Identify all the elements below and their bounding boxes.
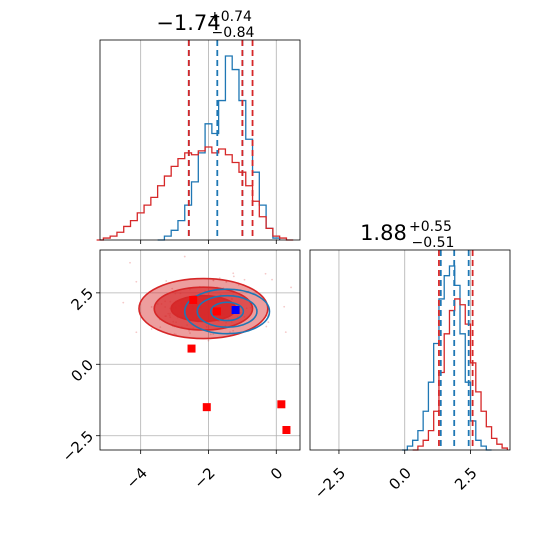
contour-sample-point <box>232 275 235 278</box>
contour-marker-5 <box>282 426 291 434</box>
contour-sample-point <box>129 261 131 264</box>
contour-sample-point <box>225 281 228 283</box>
hist-right-series <box>402 265 509 451</box>
contour-sample-point <box>122 301 125 304</box>
hist-right-upper: +0.55 <box>409 219 452 235</box>
hist-right-frame <box>309 249 511 451</box>
hist-panel-top: −1.74 +0.74 −0.84 <box>96 6 301 244</box>
contour-sample-point <box>183 255 186 258</box>
contour-gridlines <box>100 250 300 450</box>
contour-markers <box>187 296 291 434</box>
contour-sample-point <box>209 333 212 336</box>
contour-marker-1 <box>212 307 221 316</box>
contour-marker-2 <box>187 344 196 353</box>
contour-sample-point <box>232 272 235 275</box>
contour-sample-point <box>207 339 210 342</box>
hist-right-series-1 <box>412 298 509 451</box>
contour-sample-point <box>189 332 191 334</box>
hist-top-upper: +0.74 <box>209 9 252 25</box>
hist-top-ticks <box>140 240 277 244</box>
contour-sample-point <box>212 279 215 282</box>
contour-sample-point <box>243 278 246 281</box>
contour-sample-point <box>135 280 138 283</box>
contour-sample-point <box>265 325 268 328</box>
contour-1-level-2 <box>210 301 245 322</box>
contour-sample-point <box>165 280 168 282</box>
contour-frame <box>99 249 301 451</box>
contour-levels <box>138 277 271 340</box>
contour-sample-point <box>283 305 286 308</box>
contour-sample-point <box>284 331 287 333</box>
contour-sample-point <box>232 329 235 332</box>
hist-top-gridlines <box>140 40 277 240</box>
hist-top-title: −1.74 +0.74 −0.84 <box>156 6 257 41</box>
contour-sample-point <box>135 331 138 334</box>
contour-sample-point <box>188 329 190 332</box>
contour-sample-point <box>264 272 267 275</box>
contour-sample-point <box>212 333 215 336</box>
hist-top-median: −1.74 <box>156 11 220 35</box>
hist-top-series-1 <box>96 146 294 241</box>
contour-1-level-0 <box>183 288 271 335</box>
hist-right-quantile-lines <box>438 250 474 450</box>
contour-1-level-1 <box>196 294 258 328</box>
contour-sample-point <box>267 321 270 324</box>
hist-top-lower: −0.84 <box>212 25 255 41</box>
contour-marker-4 <box>277 400 286 409</box>
contour-sample-point <box>229 331 231 334</box>
contour-sample-point <box>173 333 176 335</box>
contour-marker-0 <box>189 296 198 304</box>
contour-sample-point <box>150 328 153 330</box>
contour-sample-point <box>212 279 215 282</box>
contour-sample-point <box>150 306 153 308</box>
contour-sample-point <box>271 278 273 281</box>
contour-sample-point <box>159 326 162 329</box>
contour-sample-point <box>171 287 174 290</box>
contour-marker-6 <box>231 306 240 314</box>
contour-marker-3 <box>202 403 211 412</box>
hist-top-quantile-lines <box>187 40 254 240</box>
hist-right-median: 1.88 <box>360 221 407 245</box>
contour-0-level-2 <box>170 294 237 323</box>
hist-right-title: 1.88 +0.55 −0.51 <box>360 216 457 251</box>
hist-top-series <box>96 55 294 241</box>
hist-top-frame <box>99 39 301 241</box>
hist-right-series-0 <box>402 265 492 451</box>
contour-sample-point <box>290 286 292 289</box>
hist-right-lower: −0.51 <box>412 235 455 251</box>
